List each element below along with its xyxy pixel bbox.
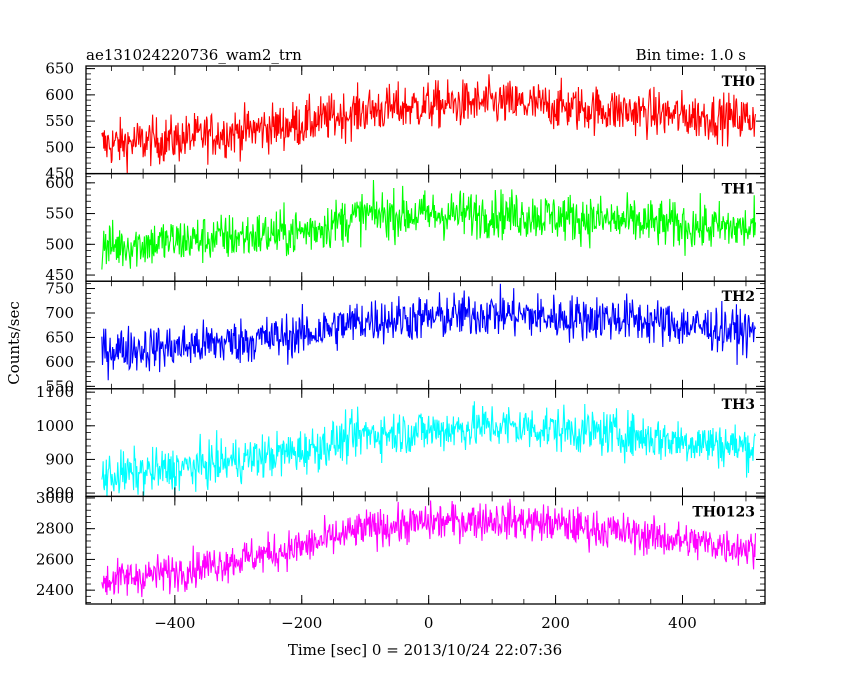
y-tick-label: 650 (45, 328, 74, 346)
y-tick-label: 2800 (36, 520, 74, 538)
y-tick-label: 600 (45, 353, 74, 371)
x-tick-label: 400 (668, 614, 697, 632)
y-tick-label: 1100 (36, 383, 74, 401)
y-tick-label: 550 (45, 205, 74, 223)
bin-time-label: Bin time: 1.0 s (636, 46, 746, 64)
y-tick-label: 2600 (36, 550, 74, 568)
panel-label-th0: TH0 (722, 74, 756, 90)
panel-th0: 450 500 550 600 650 TH0 (45, 60, 766, 183)
panel-th0123: 2400 2600 2800 3000 TH0123 (36, 489, 766, 605)
y-tick-label: 700 (45, 304, 74, 322)
y-tick-label: 550 (45, 377, 74, 395)
panel-label-th2: TH2 (722, 289, 755, 305)
panel-th1: 450 500 550 600 TH1 (45, 172, 766, 284)
y-tick-label: 800 (45, 484, 74, 502)
y-tick-label: 500 (45, 138, 74, 156)
x-tick-label: −400 (154, 614, 195, 632)
series-line-th1 (101, 180, 757, 270)
x-tick-label: −200 (281, 614, 322, 632)
x-tick-label: 200 (541, 614, 570, 632)
y-tick-label: 550 (45, 112, 74, 130)
y-tick-label: 1000 (36, 417, 74, 435)
panel-frame (85, 65, 766, 175)
y-tick-label: 2400 (36, 581, 74, 599)
chart-title: ae131024220736_wam2_trn (86, 46, 302, 64)
series-line-th2 (101, 283, 757, 381)
y-tick-label: 600 (45, 174, 74, 192)
panel-th2: 550 600 650 700 750 TH2 (45, 280, 766, 395)
series-line-th0123 (101, 498, 757, 598)
series-line-th3 (101, 401, 756, 497)
y-tick-label: 650 (45, 60, 74, 78)
y-tick-label: 900 (45, 450, 74, 468)
panel-label-th0123: TH0123 (692, 504, 755, 520)
y-tick-label: 600 (45, 86, 74, 104)
y-tick-label: 450 (45, 165, 74, 183)
panel-label-th3: TH3 (722, 397, 755, 413)
y-tick-label: 3000 (36, 489, 74, 507)
panel-frame (85, 495, 766, 605)
panel-label-th1: TH1 (722, 182, 755, 198)
y-tick-label: 450 (45, 266, 74, 284)
y-axis-label: Counts/sec (5, 301, 23, 385)
panel-frame (85, 388, 766, 498)
y-tick-label: 500 (45, 235, 74, 253)
y-tick-label: 750 (45, 280, 74, 298)
x-axis-label: Time [sec] 0 = 2013/10/24 22:07:36 (288, 641, 562, 659)
x-axis: −400 −200 0 200 400 (154, 614, 697, 632)
x-tick-label: 0 (424, 614, 434, 632)
panel-th3: 800 900 1000 1100 TH3 (36, 383, 766, 502)
panels-group: 450 500 550 600 650 TH0 450 500 550 600 TH1 550 600 6… (36, 60, 766, 605)
series-line-th0 (101, 74, 757, 174)
